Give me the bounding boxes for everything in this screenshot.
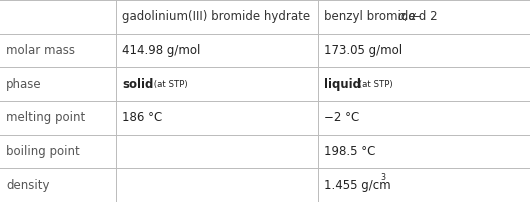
Text: boiling point: boiling point: [6, 145, 80, 158]
Text: molar mass: molar mass: [6, 44, 75, 57]
Text: liquid: liquid: [324, 78, 361, 91]
Text: 186 °C: 186 °C: [122, 111, 162, 124]
Text: (at STP): (at STP): [151, 80, 188, 89]
Text: 3: 3: [380, 173, 385, 182]
Text: 1.455 g/cm: 1.455 g/cm: [324, 179, 391, 192]
Text: solid: solid: [122, 78, 153, 91]
Text: benzyl bromide–: benzyl bromide–: [324, 10, 422, 23]
Text: −2 °C: −2 °C: [324, 111, 360, 124]
Text: 414.98 g/mol: 414.98 g/mol: [122, 44, 200, 57]
Text: α,α: α,α: [398, 10, 417, 23]
Text: 198.5 °C: 198.5 °C: [324, 145, 376, 158]
Text: –d 2: –d 2: [413, 10, 438, 23]
Text: density: density: [6, 179, 50, 192]
Text: gadolinium(III) bromide hydrate: gadolinium(III) bromide hydrate: [122, 10, 310, 23]
Text: 173.05 g/mol: 173.05 g/mol: [324, 44, 402, 57]
Text: melting point: melting point: [6, 111, 86, 124]
Text: (at STP): (at STP): [356, 80, 393, 89]
Text: phase: phase: [6, 78, 42, 91]
